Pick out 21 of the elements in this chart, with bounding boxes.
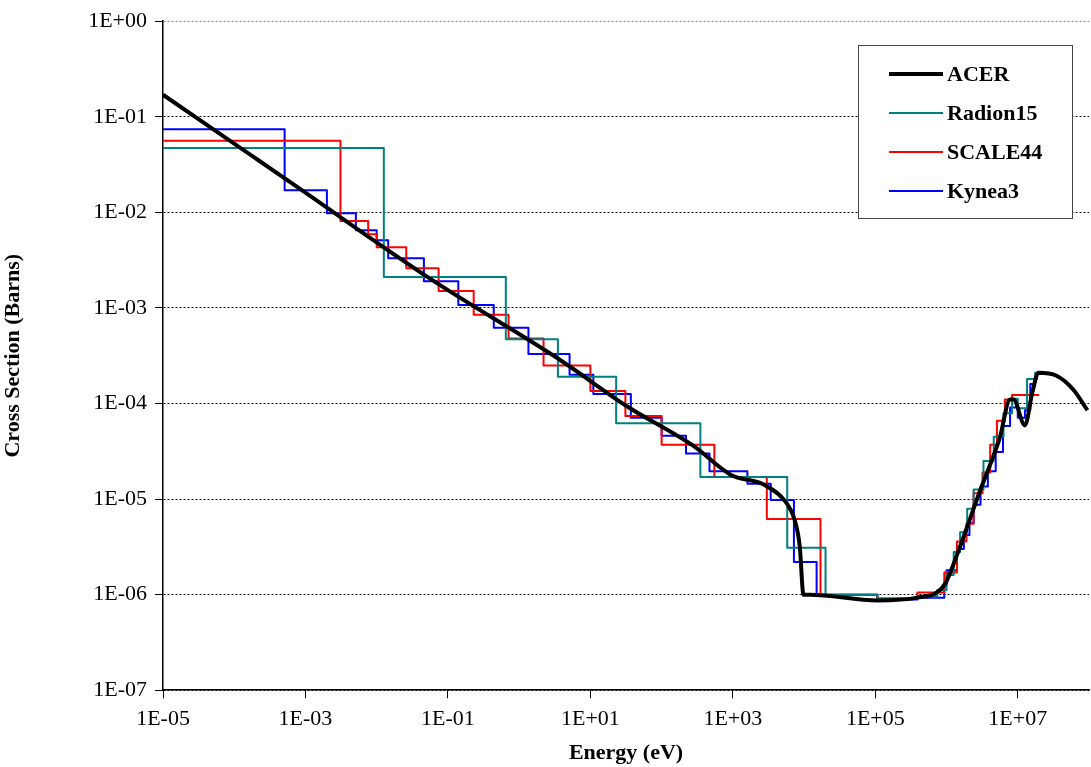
x-tick-label: 1E-03 — [278, 705, 333, 731]
x-tick-label: 1E+03 — [703, 705, 763, 731]
y-tick-label: 1E-01 — [93, 102, 147, 128]
x-tick-label: 1E+07 — [988, 705, 1048, 731]
legend-label: Radion15 — [947, 99, 1038, 126]
x-tick-label: 1E+01 — [560, 705, 620, 731]
x-tick-label: 1E-01 — [421, 705, 475, 731]
x-tick-label: 1E-05 — [136, 705, 190, 731]
y-tick-label: 1E-04 — [93, 389, 147, 415]
y-tick-label: 1E-03 — [93, 293, 147, 319]
y-tick-label: 1E-02 — [93, 198, 147, 224]
legend-label: Kynea3 — [947, 177, 1020, 204]
y-tick-label: 1E+00 — [88, 6, 147, 32]
y-tick-label: 1E-06 — [93, 580, 147, 606]
legend-label: SCALE44 — [947, 138, 1043, 165]
x-axis-title: Energy (eV) — [568, 739, 684, 765]
y-tick-label: 1E-07 — [93, 675, 147, 701]
legend-label: ACER — [947, 60, 1010, 87]
y-axis-title: Cross Section (Barns) — [0, 253, 24, 458]
y-tick-label: 1E-05 — [93, 484, 147, 510]
x-tick-label: 1E+05 — [845, 705, 905, 731]
